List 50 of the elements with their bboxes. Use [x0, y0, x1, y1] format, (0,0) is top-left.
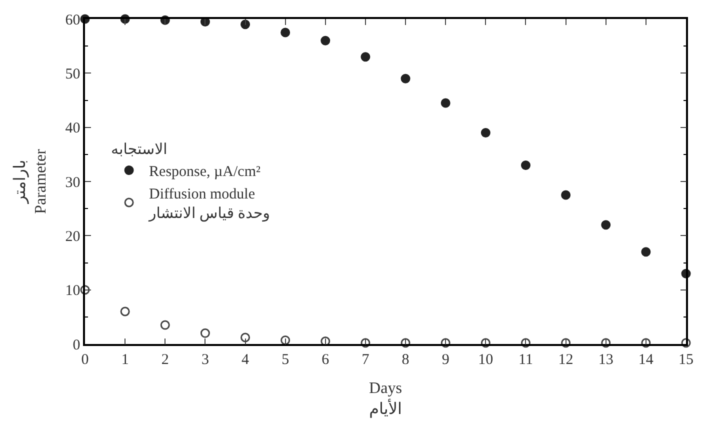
legend-title: الاستجابه — [111, 142, 168, 158]
x-tick-label: 5 — [282, 352, 290, 368]
point — [480, 128, 490, 138]
x-tick-label: 11 — [518, 352, 533, 368]
y-tick-label: 30 — [65, 174, 80, 191]
point — [120, 306, 130, 316]
x-tick-label: 9 — [442, 352, 450, 368]
y-tick-label: 40 — [65, 120, 80, 137]
x-tick-label: 6 — [322, 352, 330, 368]
point — [440, 98, 450, 108]
x-tick-label: 8 — [402, 352, 410, 368]
x-tick-label: 15 — [678, 352, 694, 368]
point — [240, 332, 250, 342]
point — [601, 338, 611, 348]
point — [400, 338, 410, 348]
x-tick-label: 10 — [478, 352, 494, 368]
y-tick-label: 10 — [65, 283, 80, 300]
point — [320, 36, 330, 46]
x-tick-label: 14 — [638, 352, 654, 368]
x-tick-label: 7 — [362, 352, 370, 368]
point — [360, 52, 370, 62]
point — [160, 320, 170, 330]
x-tick-label: 4 — [242, 352, 250, 368]
point — [280, 28, 290, 38]
point — [200, 328, 210, 338]
point — [80, 285, 90, 295]
x-tick-label: 12 — [558, 352, 574, 368]
point — [641, 247, 651, 257]
point — [440, 338, 450, 348]
legend-label: Response, µA/cm² — [149, 164, 262, 180]
point — [601, 220, 611, 230]
x-tick-label: 3 — [201, 352, 209, 368]
point — [520, 160, 530, 170]
y-tick-label: 50 — [65, 66, 80, 82]
point — [400, 74, 410, 84]
y-tick-label: 0 — [72, 337, 80, 354]
point — [280, 335, 290, 345]
x-tick-label: 2 — [161, 352, 169, 368]
point — [480, 338, 490, 348]
x-tick-label: 13 — [598, 352, 614, 368]
x-tick-label: 1 — [121, 352, 129, 368]
point — [360, 338, 370, 348]
point — [240, 20, 250, 30]
point — [641, 338, 651, 348]
point — [681, 338, 691, 348]
y-tick-label: 60 — [65, 12, 80, 28]
y-tick-label: 20 — [65, 228, 80, 245]
point — [520, 338, 530, 348]
point — [561, 338, 571, 348]
point — [561, 190, 571, 200]
